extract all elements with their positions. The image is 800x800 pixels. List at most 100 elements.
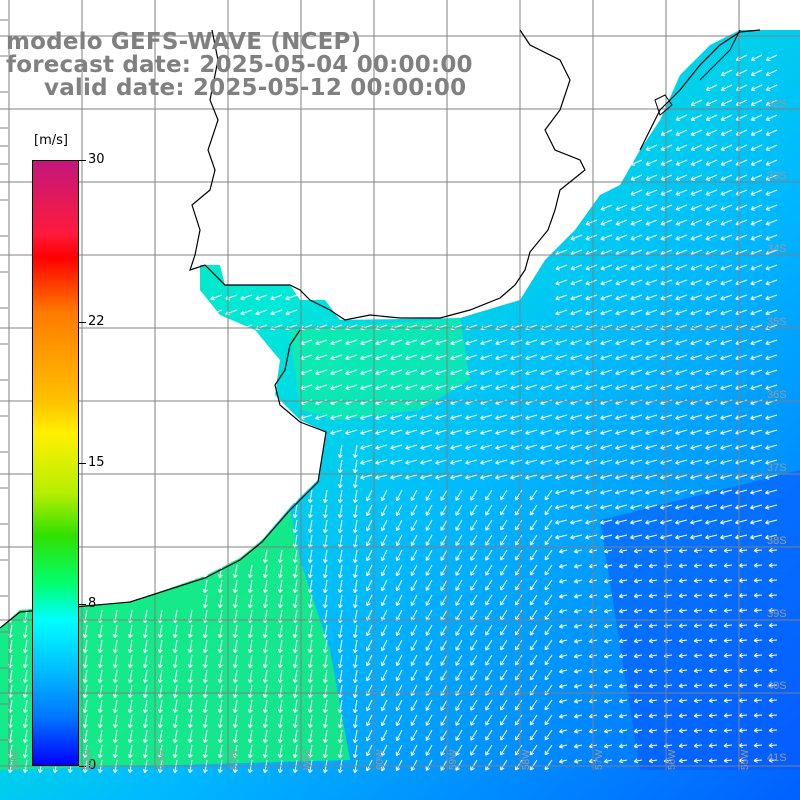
wind-arrow [540, 414, 553, 420]
wind-arrow [544, 504, 553, 516]
wind-arrow [648, 743, 658, 749]
wind-arrow [720, 189, 733, 196]
colorbar-units: [m/s] [34, 133, 68, 148]
wind-arrow [307, 564, 313, 579]
wind-arrow [525, 339, 538, 346]
wind-arrow [322, 504, 328, 519]
wind-arrow [750, 219, 763, 226]
wind-arrow [485, 624, 493, 636]
wind-arrow [232, 669, 238, 684]
wind-arrow [470, 549, 478, 561]
wind-arrow [345, 414, 358, 420]
wind-arrow [738, 578, 748, 583]
wind-arrow [380, 684, 388, 697]
wind-arrow [514, 504, 523, 516]
wind-arrow [500, 669, 508, 681]
wind-arrow [127, 654, 133, 669]
estuary-green-area [290, 318, 470, 420]
wind-arrow [720, 174, 733, 181]
wind-arrow [675, 279, 688, 286]
wind-arrow [337, 654, 343, 669]
wind-arrow [750, 369, 763, 376]
wind-arrow [292, 699, 298, 714]
wind-arrow [485, 759, 493, 771]
wind-arrow [352, 504, 358, 519]
wind-arrow [603, 698, 613, 704]
wind-arrow [723, 563, 733, 569]
longitude-label: 63W [156, 749, 167, 770]
wind-arrow [365, 759, 373, 772]
wind-arrow [375, 384, 388, 391]
wind-arrow [600, 204, 613, 211]
wind-arrow [693, 668, 703, 674]
wind-arrow [750, 189, 763, 196]
wind-arrow [142, 684, 148, 699]
wind-arrow [127, 729, 133, 744]
wind-arrow [262, 594, 268, 609]
wind-arrow [738, 683, 748, 688]
wind-arrow [738, 728, 748, 733]
wind-arrow [750, 234, 763, 241]
wind-arrow [390, 429, 403, 435]
wind-arrow [573, 758, 583, 764]
wind-arrow [630, 204, 643, 211]
wind-arrow [633, 698, 643, 704]
wind-arrow [455, 534, 463, 546]
wind-arrow [375, 414, 388, 420]
wind-arrow [690, 504, 703, 510]
wind-arrow [307, 624, 313, 639]
wind-arrow [633, 713, 643, 719]
wind-arrow [750, 339, 763, 346]
wind-arrow [97, 729, 103, 744]
wind-arrow [380, 729, 388, 742]
wind-arrow [630, 519, 643, 525]
wind-arrow [678, 578, 688, 584]
wind-arrow [352, 639, 358, 654]
wind-arrow [500, 579, 508, 591]
wind-arrow [765, 309, 778, 316]
wind-arrow [558, 638, 568, 644]
wind-arrow [765, 54, 778, 62]
wind-arrow [768, 727, 778, 733]
wind-arrow [365, 744, 373, 757]
wind-arrow [690, 174, 703, 181]
wind-arrow [405, 384, 418, 391]
wind-arrow [678, 653, 688, 659]
latitude-label: 41S [767, 752, 787, 764]
wind-arrow [765, 339, 778, 346]
wind-arrow [352, 579, 358, 594]
wind-arrow [262, 714, 268, 729]
wind-arrow [410, 654, 418, 667]
wind-arrow [485, 654, 493, 666]
wind-arrow [570, 414, 583, 420]
wind-arrow [768, 622, 778, 628]
wind-arrow [172, 639, 178, 654]
wind-arrow [675, 189, 688, 196]
wind-arrow [529, 489, 538, 501]
wind-arrow [765, 84, 778, 91]
wind-arrow [240, 294, 253, 301]
wind-arrow [675, 174, 688, 181]
wind-arrow [440, 594, 448, 606]
wind-arrow [405, 354, 418, 361]
wind-arrow [615, 534, 628, 540]
wind-arrow [292, 564, 298, 579]
wind-arrow [380, 519, 388, 532]
wind-arrow [420, 339, 433, 346]
wind-arrow [514, 579, 523, 591]
wind-arrow [525, 459, 538, 465]
wind-arrow [618, 623, 628, 629]
wind-arrow [678, 683, 688, 689]
wind-arrow [529, 549, 538, 561]
wind-arrow [500, 699, 508, 711]
wind-arrow [693, 698, 703, 704]
wind-arrow [618, 548, 628, 554]
wind-arrow [307, 579, 313, 594]
wind-arrow [720, 519, 733, 525]
wind-arrow [768, 562, 778, 568]
wind-arrow [529, 669, 538, 681]
latitude-label: 32S [767, 98, 787, 110]
wind-arrow [529, 729, 538, 741]
wind-arrow [500, 594, 508, 606]
wind-arrow [708, 608, 718, 614]
